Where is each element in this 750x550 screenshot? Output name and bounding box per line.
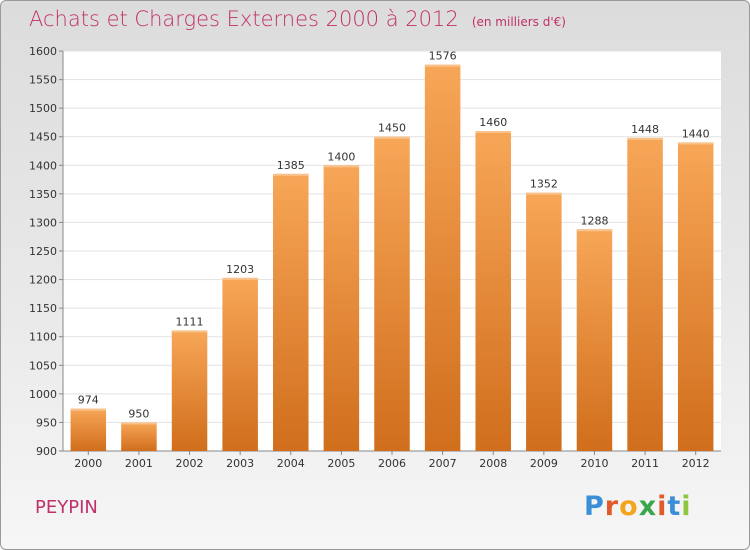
bar: [70, 408, 107, 451]
bar-highlight: [526, 192, 562, 195]
bar-highlight: [374, 136, 410, 139]
x-tick-label: 2004: [277, 457, 305, 470]
bar: [424, 64, 461, 451]
y-tick-label: 1400: [29, 159, 57, 172]
bar-value-label: 1448: [631, 123, 659, 136]
y-tick-label: 950: [36, 416, 57, 429]
x-tick-label: 2001: [125, 457, 153, 470]
x-tick-label: 2010: [580, 457, 608, 470]
logo-letter: P: [584, 491, 605, 522]
x-tick-label: 2007: [429, 457, 457, 470]
x-tick-label: 2011: [631, 457, 659, 470]
x-tick-label: 2003: [226, 457, 254, 470]
y-tick-label: 1450: [29, 131, 57, 144]
logo-letter: t: [667, 491, 682, 522]
logo-letter: r: [604, 491, 620, 522]
bar-value-label: 1111: [176, 315, 204, 328]
bar-value-label: 1440: [682, 127, 710, 140]
bar: [222, 277, 258, 451]
y-tick-label: 1150: [29, 302, 57, 315]
bar-highlight: [677, 142, 714, 145]
bar: [677, 142, 714, 451]
bar: [475, 131, 511, 451]
bar: [627, 137, 663, 451]
bar-value-label: 1352: [530, 178, 558, 191]
bar-value-label: 1450: [378, 122, 406, 135]
bar: [121, 422, 157, 451]
y-tick-label: 1500: [29, 102, 57, 115]
chart-title: Achats et Charges Externes 2000 à 2012 (…: [29, 7, 566, 31]
bar-highlight: [424, 64, 461, 67]
proxiti-logo: Proxiti: [584, 491, 692, 522]
bar-highlight: [222, 277, 258, 280]
y-tick-label: 1200: [29, 274, 57, 287]
bar-highlight: [627, 137, 663, 140]
bar-value-label: 1576: [429, 50, 457, 63]
chart-title-main: Achats et Charges Externes 2000 à 2012: [29, 7, 459, 31]
x-tick-label: 2002: [176, 457, 204, 470]
y-tick-label: 1100: [29, 331, 57, 344]
logo-letter: o: [619, 491, 639, 522]
x-tick-label: 2006: [378, 457, 406, 470]
x-tick-label: 2000: [74, 457, 102, 470]
bar-highlight: [576, 229, 613, 232]
y-tick-label: 1350: [29, 188, 57, 201]
bar: [171, 330, 208, 451]
bar-highlight: [323, 165, 360, 168]
y-tick-label: 1300: [29, 216, 57, 229]
bar-value-label: 1288: [580, 214, 608, 227]
bar-highlight: [121, 422, 157, 425]
bar: [273, 173, 309, 451]
logo-letter: x: [638, 491, 658, 522]
y-tick-label: 1050: [29, 359, 57, 372]
bar: [576, 229, 613, 451]
x-tick-label: 2009: [530, 457, 558, 470]
chart-title-unit: (en milliers d'€): [471, 15, 566, 29]
x-tick-label: 2005: [327, 457, 355, 470]
y-tick-label: 1250: [29, 245, 57, 258]
y-tick-label: 900: [36, 445, 57, 458]
bar-highlight: [273, 173, 309, 176]
bar: [526, 192, 562, 451]
bar-value-label: 1203: [226, 263, 254, 276]
bar: [374, 136, 410, 451]
y-tick-label: 1600: [29, 45, 57, 58]
x-tick-label: 2012: [682, 457, 710, 470]
bar: [323, 165, 360, 452]
x-tick-label: 2008: [479, 457, 507, 470]
logo-letter: i: [657, 491, 668, 522]
bar-value-label: 950: [128, 407, 149, 420]
bar-value-label: 1400: [327, 150, 355, 163]
bar-highlight: [475, 131, 511, 133]
bar-value-label: 974: [78, 394, 99, 407]
city-label: PEYPIN: [35, 497, 98, 518]
y-tick-label: 1000: [29, 388, 57, 401]
bar-value-label: 1385: [277, 159, 305, 172]
bar-value-label: 1460: [479, 116, 507, 129]
y-tick-label: 1550: [29, 74, 57, 87]
bar-highlight: [70, 408, 107, 411]
bar-highlight: [171, 330, 208, 333]
logo-letter: i: [681, 491, 692, 522]
